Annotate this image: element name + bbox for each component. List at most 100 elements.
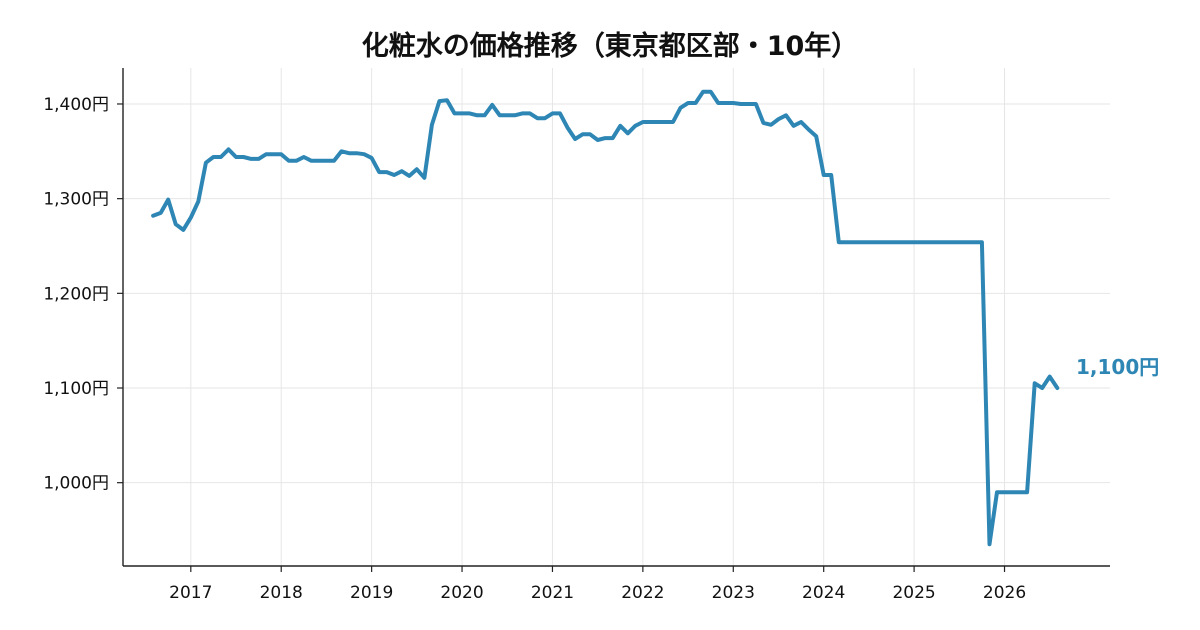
- data-point: [447, 100, 448, 101]
- data-point: [793, 125, 794, 126]
- data-point: [635, 125, 636, 126]
- data-point: [349, 153, 350, 154]
- chart-title: 化粧水の価格推移（東京都区部・10年）: [362, 30, 859, 62]
- data-point: [801, 122, 802, 123]
- series-group: [151, 89, 1060, 547]
- data-point: [401, 171, 402, 172]
- data-point: [771, 124, 772, 125]
- data-point: [499, 115, 500, 116]
- data-point: [831, 175, 832, 176]
- data-point: [725, 103, 726, 104]
- data-point: [514, 115, 515, 116]
- data-point: [620, 125, 621, 126]
- data-point: [582, 134, 583, 135]
- x-tick-label: 2026: [983, 583, 1026, 603]
- data-point: [981, 242, 982, 243]
- data-point: [409, 175, 410, 176]
- data-point: [688, 103, 689, 104]
- data-point: [477, 115, 478, 116]
- data-point: [394, 175, 395, 176]
- data-point: [816, 136, 817, 137]
- y-tick-label: 1,200円: [43, 284, 109, 304]
- end-value-label: 1,100円: [1076, 355, 1159, 379]
- data-point: [243, 157, 244, 158]
- x-axis-ticks: 2017 2018 2019 2020 2021 2022 2023 2024 2025 2026: [169, 566, 1026, 603]
- data-point: [1004, 492, 1005, 493]
- x-tick-label: 2018: [260, 583, 303, 603]
- data-point: [718, 103, 719, 104]
- x-tick-label: 2024: [802, 583, 845, 603]
- data-point: [575, 139, 576, 140]
- data-point: [567, 127, 568, 128]
- data-point: [153, 215, 154, 216]
- x-tick-label: 2020: [440, 583, 483, 603]
- series-line: [151, 89, 1060, 547]
- data-point: [1057, 388, 1058, 389]
- data-point: [175, 224, 176, 225]
- data-point: [997, 492, 998, 493]
- data-point: [740, 104, 741, 105]
- y-tick-label: 1,300円: [43, 190, 109, 210]
- data-point: [484, 115, 485, 116]
- data-point: [755, 104, 756, 105]
- data-point: [462, 113, 463, 114]
- data-point: [258, 158, 259, 159]
- data-point: [680, 107, 681, 108]
- data-point: [326, 160, 327, 161]
- x-tick-label: 2023: [712, 583, 755, 603]
- grid-lines: [123, 68, 1110, 566]
- data-point: [386, 172, 387, 173]
- data-point: [492, 104, 493, 105]
- data-point: [281, 154, 282, 155]
- x-tick-label: 2019: [350, 583, 393, 603]
- x-tick-label: 2025: [892, 583, 935, 603]
- data-point: [1019, 492, 1020, 493]
- data-point: [989, 544, 990, 545]
- data-point: [529, 113, 530, 114]
- data-point: [205, 162, 206, 163]
- data-point: [168, 199, 169, 200]
- data-point: [560, 113, 561, 114]
- data-point: [236, 157, 237, 158]
- data-point: [808, 129, 809, 130]
- data-point: [431, 124, 432, 125]
- data-point: [439, 101, 440, 102]
- data-point: [228, 149, 229, 150]
- data-point: [703, 91, 704, 92]
- x-tick-label: 2017: [169, 583, 212, 603]
- data-point: [612, 138, 613, 139]
- data-point: [469, 113, 470, 114]
- data-point: [763, 122, 764, 123]
- y-axis-ticks: 1,000円 1,100円 1,200円 1,300円 1,400円: [43, 95, 123, 494]
- axes: [122, 68, 1110, 567]
- data-point: [710, 91, 711, 92]
- data-point: [334, 160, 335, 161]
- data-point: [424, 177, 425, 178]
- data-point: [190, 217, 191, 218]
- data-point: [318, 160, 319, 161]
- y-tick-label: 1,000円: [43, 474, 109, 494]
- data-point: [1012, 492, 1013, 493]
- data-point: [605, 138, 606, 139]
- data-point: [341, 151, 342, 152]
- x-tick-label: 2021: [531, 583, 574, 603]
- x-tick-label: 2022: [621, 583, 664, 603]
- data-point: [733, 103, 734, 104]
- data-point: [220, 157, 221, 158]
- data-point: [160, 212, 161, 213]
- data-point: [303, 157, 304, 158]
- data-point: [507, 115, 508, 116]
- y-tick-label: 1,400円: [43, 95, 109, 115]
- data-point: [522, 113, 523, 114]
- data-point: [627, 133, 628, 134]
- data-point: [371, 157, 372, 158]
- data-point: [364, 154, 365, 155]
- data-point: [266, 154, 267, 155]
- data-point: [590, 134, 591, 135]
- data-point: [778, 119, 779, 120]
- data-point: [695, 103, 696, 104]
- data-point: [213, 157, 214, 158]
- data-point: [537, 118, 538, 119]
- data-point: [650, 122, 651, 123]
